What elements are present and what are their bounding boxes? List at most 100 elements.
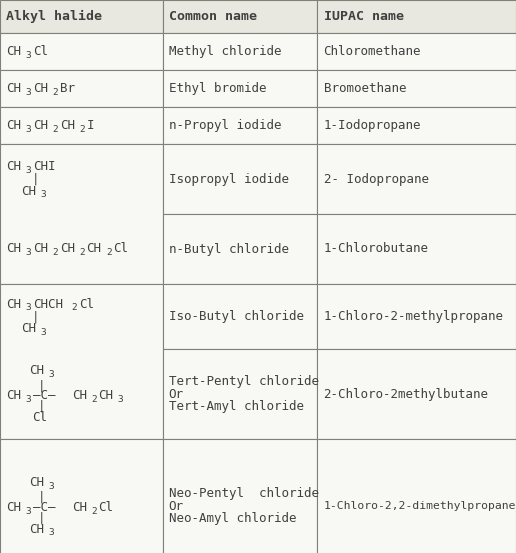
Text: CH: CH: [29, 476, 44, 489]
Bar: [317, 214, 516, 284]
Bar: [163, 70, 317, 107]
Text: Br: Br: [60, 82, 75, 95]
Text: Ethyl bromide: Ethyl bromide: [169, 82, 266, 95]
Bar: [317, 33, 516, 70]
Text: n-Propyl iodide: n-Propyl iodide: [169, 119, 281, 132]
Text: Or: Or: [169, 388, 184, 400]
Text: Cl: Cl: [79, 298, 94, 311]
Text: Cl: Cl: [114, 243, 128, 255]
Text: CH: CH: [72, 501, 87, 514]
Bar: [163, 214, 317, 284]
Bar: [317, 70, 516, 107]
Bar: [317, 144, 516, 214]
Text: 3: 3: [49, 482, 55, 491]
Bar: [0, 144, 163, 284]
Text: —C—: —C—: [33, 389, 63, 402]
Text: Neo-Pentyl  chloride: Neo-Pentyl chloride: [169, 487, 319, 500]
Text: CH: CH: [29, 364, 44, 377]
Text: 2: 2: [79, 248, 85, 257]
Text: 3: 3: [26, 248, 31, 257]
Text: CH: CH: [60, 119, 75, 132]
Text: 3: 3: [40, 328, 46, 337]
Text: I: I: [87, 119, 94, 132]
Text: CH: CH: [6, 119, 21, 132]
Bar: [0, 284, 163, 439]
Bar: [0, 107, 163, 144]
Bar: [163, 107, 317, 144]
Bar: [163, 349, 317, 439]
Text: |: |: [38, 511, 46, 524]
Text: —C—: —C—: [33, 501, 63, 514]
Text: 1-Chloro-2-methylpropane: 1-Chloro-2-methylpropane: [324, 310, 504, 323]
Text: 2: 2: [106, 248, 111, 257]
Text: CH: CH: [6, 501, 21, 514]
Bar: [317, 349, 516, 439]
Text: Tert-Amyl chloride: Tert-Amyl chloride: [169, 400, 304, 413]
Text: 1-Chloro-2,2-dimethylpropane: 1-Chloro-2,2-dimethylpropane: [324, 501, 516, 511]
Text: 3: 3: [26, 507, 31, 515]
Text: 1-Chlorobutane: 1-Chlorobutane: [324, 243, 428, 255]
Text: Methyl chloride: Methyl chloride: [169, 45, 281, 58]
Text: 2: 2: [79, 124, 85, 134]
Text: CH: CH: [60, 243, 75, 255]
Bar: [0, 439, 163, 553]
Bar: [317, 107, 516, 144]
Text: CH: CH: [29, 523, 44, 536]
Text: Isopropyl iodide: Isopropyl iodide: [169, 173, 289, 185]
Bar: [163, 144, 317, 214]
Text: 3: 3: [26, 395, 31, 404]
Text: |: |: [38, 379, 46, 392]
Text: CH: CH: [6, 45, 21, 58]
Text: |: |: [38, 491, 46, 504]
Text: |: |: [38, 399, 46, 412]
Text: Neo-Amyl chloride: Neo-Amyl chloride: [169, 512, 296, 525]
Text: CH: CH: [21, 322, 36, 335]
Text: 2: 2: [52, 248, 58, 257]
Text: Alkyl halide: Alkyl halide: [6, 10, 102, 23]
Text: Chloromethane: Chloromethane: [324, 45, 421, 58]
Text: Common name: Common name: [169, 10, 257, 23]
Text: Cl: Cl: [99, 501, 114, 514]
Text: 3: 3: [118, 395, 123, 404]
Bar: [0, 0, 163, 33]
Bar: [317, 284, 516, 349]
Text: 1-Iodopropane: 1-Iodopropane: [324, 119, 421, 132]
Text: CH: CH: [21, 185, 36, 197]
Bar: [163, 33, 317, 70]
Text: CH: CH: [6, 243, 21, 255]
Text: n-Butyl chloride: n-Butyl chloride: [169, 243, 289, 255]
Text: 2: 2: [91, 395, 97, 404]
Text: |: |: [32, 310, 40, 323]
Text: 3: 3: [26, 87, 31, 97]
Text: 2- Iodopropane: 2- Iodopropane: [324, 173, 428, 185]
Text: 2: 2: [91, 507, 97, 515]
Text: CH: CH: [6, 389, 21, 402]
Bar: [317, 0, 516, 33]
Text: CH: CH: [33, 119, 48, 132]
Text: |: |: [32, 173, 40, 185]
Text: Bromoethane: Bromoethane: [324, 82, 406, 95]
Bar: [163, 439, 317, 553]
Text: 2-Chloro-2methylbutane: 2-Chloro-2methylbutane: [324, 388, 489, 400]
Text: CHCH: CHCH: [33, 298, 63, 311]
Bar: [163, 284, 317, 349]
Text: CH: CH: [6, 82, 21, 95]
Text: Or: Or: [169, 499, 184, 513]
Text: 2: 2: [52, 124, 58, 134]
Bar: [317, 439, 516, 553]
Text: CH: CH: [33, 243, 48, 255]
Text: CH: CH: [72, 389, 87, 402]
Text: CH: CH: [87, 243, 102, 255]
Text: 3: 3: [26, 50, 31, 60]
Text: 3: 3: [49, 528, 55, 538]
Text: 2: 2: [72, 304, 77, 312]
Text: 3: 3: [49, 370, 55, 379]
Text: CHI: CHI: [33, 160, 55, 173]
Bar: [163, 0, 317, 33]
Text: 3: 3: [26, 166, 31, 175]
Text: Tert-Pentyl chloride: Tert-Pentyl chloride: [169, 375, 319, 388]
Text: Iso-Butyl chloride: Iso-Butyl chloride: [169, 310, 304, 323]
Text: CH: CH: [33, 82, 48, 95]
Text: CH: CH: [6, 160, 21, 173]
Text: 2: 2: [52, 87, 58, 97]
